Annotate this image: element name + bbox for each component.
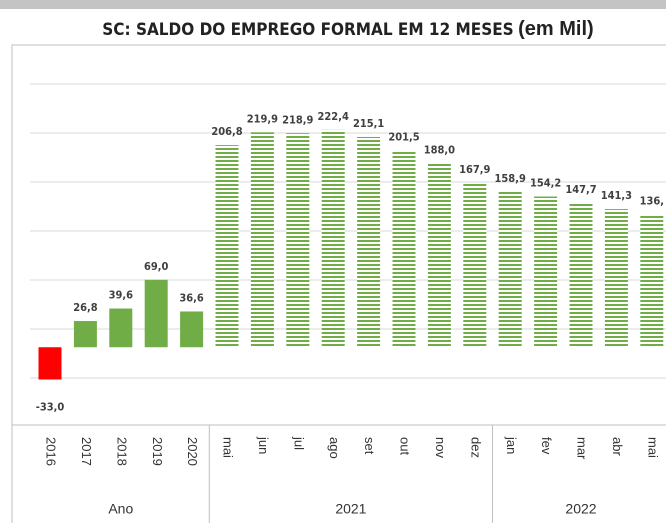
bar bbox=[215, 145, 239, 348]
value-label: 215,1 bbox=[353, 117, 384, 130]
value-label: 147,7 bbox=[565, 183, 596, 196]
group-label: Ano bbox=[108, 501, 133, 517]
group-label: 2021 bbox=[335, 501, 366, 517]
x-tick-label: mai bbox=[645, 437, 660, 458]
x-tick-label: set bbox=[362, 437, 377, 455]
value-label: 222,4 bbox=[318, 110, 349, 123]
x-tick-label: dez bbox=[468, 437, 483, 458]
x-tick-label: 2019 bbox=[150, 437, 165, 466]
value-label: 69,0 bbox=[144, 260, 169, 273]
bar bbox=[604, 209, 628, 348]
value-label: 36,6 bbox=[179, 291, 204, 304]
bar bbox=[144, 279, 168, 348]
value-label: 201,5 bbox=[388, 130, 419, 143]
x-tick-label: jul bbox=[291, 436, 306, 450]
bar bbox=[38, 347, 62, 380]
value-label: 136, bbox=[640, 194, 664, 207]
x-tick-label: 2017 bbox=[79, 437, 94, 466]
x-tick-label: 2016 bbox=[44, 437, 59, 466]
x-tick-label: out bbox=[398, 437, 413, 455]
value-label: 188,0 bbox=[424, 143, 455, 156]
x-tick-label: fev bbox=[539, 437, 554, 455]
x-tick-label: abr bbox=[610, 437, 625, 456]
value-label: 158,9 bbox=[495, 172, 526, 185]
top-band bbox=[0, 0, 666, 9]
value-label: 154,2 bbox=[530, 177, 561, 190]
title-unit: (em Mil) bbox=[518, 18, 594, 40]
x-tick-label: 2020 bbox=[185, 437, 200, 466]
bar bbox=[463, 183, 487, 348]
bar bbox=[321, 129, 345, 348]
bar bbox=[357, 136, 381, 348]
bar bbox=[286, 133, 310, 348]
value-label: 219,9 bbox=[247, 112, 278, 125]
x-tick-label: 2018 bbox=[114, 437, 129, 466]
bar bbox=[109, 308, 133, 348]
value-label: 141,3 bbox=[601, 189, 632, 202]
bar bbox=[427, 163, 451, 348]
x-tick-label: mar bbox=[575, 437, 590, 460]
bar bbox=[73, 321, 97, 348]
bar bbox=[180, 311, 204, 348]
value-label: 167,9 bbox=[459, 163, 490, 176]
x-tick-label: jun bbox=[256, 436, 271, 454]
value-label: 39,6 bbox=[109, 289, 134, 302]
bar bbox=[569, 202, 593, 348]
group-label: 2022 bbox=[565, 501, 596, 517]
bar bbox=[640, 214, 664, 348]
x-tick-label: nov bbox=[433, 437, 448, 458]
chart-title: SC: SALDO DO EMPREGO FORMAL EM 12 MESES … bbox=[102, 18, 593, 40]
x-tick-label: mai bbox=[221, 437, 236, 458]
bar bbox=[534, 196, 558, 348]
chart-border bbox=[11, 44, 666, 523]
x-tick-label: jan bbox=[504, 436, 519, 454]
x-tick-label: ago bbox=[327, 437, 342, 459]
value-label: -33,0 bbox=[36, 400, 65, 413]
title-main: SC: SALDO DO EMPREGO FORMAL EM 12 MESES bbox=[102, 20, 513, 40]
bar bbox=[498, 191, 522, 348]
bar bbox=[392, 150, 416, 348]
value-label: 218,9 bbox=[282, 113, 313, 126]
bar bbox=[250, 132, 274, 348]
value-label: 26,8 bbox=[73, 301, 98, 314]
value-label: 206,8 bbox=[211, 125, 242, 138]
